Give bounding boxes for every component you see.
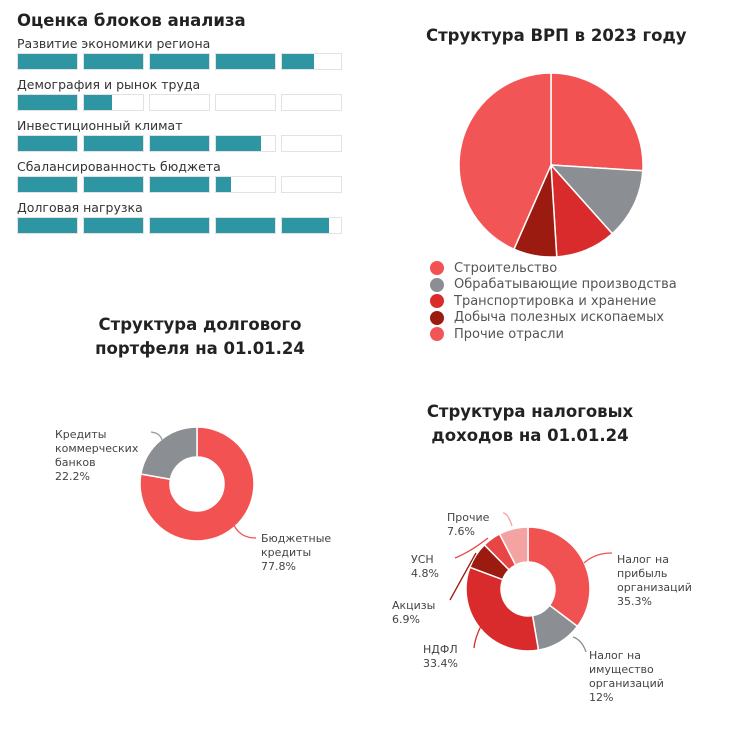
score-fill	[18, 218, 77, 233]
score-fill	[282, 54, 315, 69]
score-fill	[18, 95, 77, 110]
score-fill	[18, 177, 77, 192]
score-segment	[281, 94, 342, 111]
score-fill	[84, 95, 112, 110]
score-segment	[215, 135, 276, 152]
score-segment	[149, 217, 210, 234]
legend-label: Строительство	[454, 260, 558, 276]
legend-item: Транспортировка и хранение	[430, 293, 656, 309]
debt-title: Структура долгового портфеля на 01.01.24	[60, 313, 340, 361]
score-segment	[149, 176, 210, 193]
debt-slice-0	[139, 426, 255, 542]
legend-item: Добыча полезных ископаемых	[430, 310, 664, 326]
score-segment	[83, 53, 144, 70]
score-fill	[216, 218, 275, 233]
block-label: Сбалансированность бюджета	[17, 159, 221, 174]
debt-title-line: Структура долгового	[98, 315, 302, 334]
score-segment	[215, 217, 276, 234]
tax-leader	[502, 512, 513, 527]
score-segment	[149, 53, 210, 70]
block-label: Развитие экономики региона	[17, 36, 211, 51]
score-segment	[17, 94, 78, 111]
tax-slice-5	[498, 526, 529, 567]
score-fill	[84, 136, 143, 151]
legend-dot-icon	[430, 310, 444, 325]
vrp-slice-1	[549, 164, 644, 235]
score-segment	[83, 176, 144, 193]
score-fill	[84, 177, 143, 192]
score-segment	[83, 135, 144, 152]
score-segment	[149, 135, 210, 152]
score-fill	[150, 54, 209, 69]
block-label: Демография и рынок труда	[17, 77, 201, 92]
legend-item: Прочие отрасли	[430, 326, 564, 342]
score-fill	[282, 218, 329, 233]
score-segment	[215, 94, 276, 111]
tax-title-line: Структура налоговых	[426, 402, 634, 421]
debt-label-budget: Бюджетные кредиты 77.8%	[261, 532, 332, 573]
legend-label: Транспортировка и хранение	[454, 293, 657, 309]
score-fill	[150, 136, 209, 151]
debt-leader	[233, 524, 257, 539]
score-fill	[150, 177, 209, 192]
tax-leader	[454, 537, 489, 559]
score-fill	[84, 54, 143, 69]
score-segment	[281, 217, 342, 234]
tax-leader	[449, 552, 477, 601]
block-label: Инвестиционный климат	[17, 118, 183, 133]
tax-label-property: Налог на имущество организаций 12%	[589, 649, 664, 704]
tax-label-other: Прочие 7.6%	[447, 511, 490, 538]
score-segment	[281, 53, 342, 70]
score-fill	[84, 218, 143, 233]
debt-label-banks: Кредиты коммерческих банков 22.2%	[55, 428, 139, 483]
tax-label-ndfl: НДФЛ 33.4%	[423, 643, 458, 670]
score-fill	[216, 177, 232, 192]
legend-label: Прочие отрасли	[454, 326, 564, 342]
score-segment	[281, 135, 342, 152]
tax-slice-2	[465, 566, 540, 652]
tax-leader	[572, 636, 587, 653]
score-segment	[215, 53, 276, 70]
tax-title: Структура налоговых доходов на 01.01.24	[390, 400, 670, 448]
score-segment	[17, 176, 78, 193]
legend-item: Обрабатывающие производства	[430, 277, 677, 293]
legend-dot-icon	[430, 261, 444, 275]
tax-label-excise: Акцизы 6.9%	[392, 599, 436, 626]
score-segment	[149, 94, 210, 111]
score-fill	[216, 54, 275, 69]
debt-leader	[150, 431, 163, 441]
tax-label-usn: УСН 4.8%	[411, 553, 439, 580]
vrp-slice-4	[458, 72, 552, 251]
tax-leader	[583, 552, 613, 564]
legend-dot-icon	[430, 277, 444, 292]
score-segment	[17, 135, 78, 152]
score-segment	[17, 53, 78, 70]
score-segment	[281, 176, 342, 193]
score-fill	[18, 54, 77, 69]
legend-dot-icon	[430, 327, 444, 341]
score-segment	[83, 94, 144, 111]
score-segment	[83, 217, 144, 234]
tax-label-profit: Налог на прибыль организаций 35.3%	[617, 553, 692, 608]
score-fill	[216, 136, 261, 151]
legend-dot-icon	[430, 294, 444, 308]
score-fill	[150, 218, 209, 233]
score-segment	[215, 176, 276, 193]
blocks-title: Оценка блоков анализа	[17, 11, 246, 30]
vrp-title: Структура ВРП в 2023 году	[426, 26, 687, 45]
legend-label: Обрабатывающие производства	[454, 277, 677, 292]
tax-title-line: доходов на 01.01.24	[431, 426, 629, 445]
tax-leader	[473, 625, 482, 649]
debt-title-line: портфеля на 01.01.24	[95, 339, 305, 358]
legend-item: Строительство	[430, 260, 557, 276]
debt-slice-1	[140, 426, 198, 481]
tax-slice-0	[527, 526, 591, 628]
score-fill	[18, 136, 77, 151]
score-segment	[17, 217, 78, 234]
block-label: Долговая нагрузка	[17, 200, 143, 215]
legend-label: Добыча полезных ископаемых	[454, 310, 665, 325]
vrp-slice-0	[550, 72, 644, 172]
